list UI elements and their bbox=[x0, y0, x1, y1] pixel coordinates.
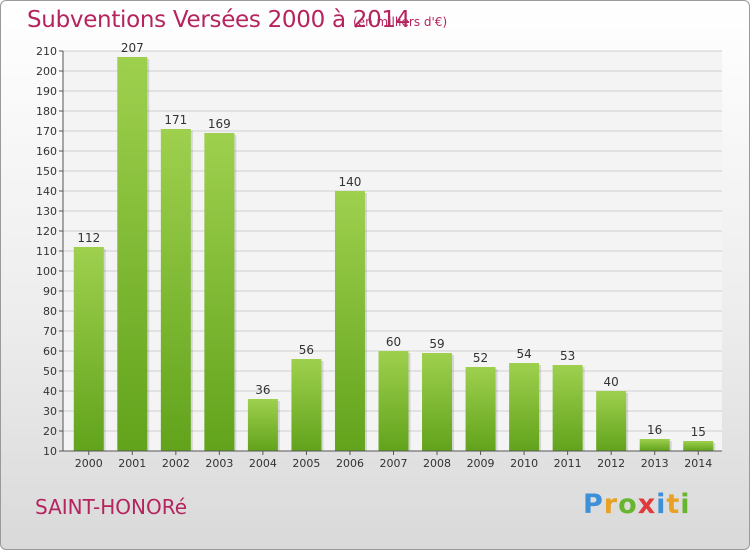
bar-value-label: 36 bbox=[255, 383, 270, 397]
bar-value-label: 171 bbox=[164, 113, 187, 127]
bar-value-label: 52 bbox=[473, 351, 488, 365]
y-tick-label: 160 bbox=[36, 145, 57, 158]
bar-2001 bbox=[117, 57, 148, 451]
y-tick-label: 60 bbox=[43, 345, 57, 358]
bar-2000 bbox=[73, 247, 104, 451]
x-tick-label: 2001 bbox=[118, 457, 146, 470]
y-tick-label: 110 bbox=[36, 245, 57, 258]
y-tick-label: 150 bbox=[36, 165, 57, 178]
bar-2011 bbox=[552, 365, 583, 451]
chart-subtitle: (en milliers d'€) bbox=[353, 15, 448, 29]
x-tick-label: 2005 bbox=[292, 457, 320, 470]
y-tick-label: 90 bbox=[43, 285, 57, 298]
x-tick-label: 2003 bbox=[205, 457, 233, 470]
x-tick-label: 2002 bbox=[162, 457, 190, 470]
y-tick-label: 20 bbox=[43, 425, 57, 438]
bar-2012 bbox=[596, 391, 627, 451]
y-tick-label: 140 bbox=[36, 185, 57, 198]
bar-value-label: 40 bbox=[604, 375, 619, 389]
bar-2006 bbox=[334, 191, 365, 451]
bar-value-label: 169 bbox=[208, 117, 231, 131]
bar-2003 bbox=[204, 133, 235, 451]
bar-2010 bbox=[509, 363, 540, 451]
y-tick-label: 200 bbox=[36, 65, 57, 78]
y-tick-label: 120 bbox=[36, 225, 57, 238]
bar-value-label: 140 bbox=[339, 175, 362, 189]
x-tick-label: 2004 bbox=[249, 457, 277, 470]
y-tick-label: 210 bbox=[36, 45, 57, 58]
y-tick-label: 50 bbox=[43, 365, 57, 378]
bar-2009 bbox=[465, 367, 496, 451]
y-tick-label: 130 bbox=[36, 205, 57, 218]
x-tick-label: 2008 bbox=[423, 457, 451, 470]
bar-value-label: 60 bbox=[386, 335, 401, 349]
x-tick-label: 2014 bbox=[684, 457, 712, 470]
commune-name: SAINT-HONORé bbox=[35, 495, 187, 519]
y-tick-label: 70 bbox=[43, 325, 57, 338]
bar-2013 bbox=[639, 439, 670, 451]
y-tick-label: 40 bbox=[43, 385, 57, 398]
bar-value-label: 15 bbox=[691, 425, 706, 439]
y-tick-label: 190 bbox=[36, 85, 57, 98]
x-tick-label: 2013 bbox=[641, 457, 669, 470]
bar-value-label: 53 bbox=[560, 349, 575, 363]
bar-value-label: 56 bbox=[299, 343, 314, 357]
x-tick-label: 2007 bbox=[380, 457, 408, 470]
x-tick-label: 2011 bbox=[554, 457, 582, 470]
y-tick-label: 80 bbox=[43, 305, 57, 318]
bar-value-label: 59 bbox=[429, 337, 444, 351]
x-tick-label: 2010 bbox=[510, 457, 538, 470]
bar-value-label: 54 bbox=[516, 347, 531, 361]
y-tick-label: 10 bbox=[43, 445, 57, 458]
bar-2004 bbox=[247, 399, 278, 451]
bar-2008 bbox=[422, 353, 453, 451]
x-tick-label: 2000 bbox=[75, 457, 103, 470]
bar-2014 bbox=[683, 441, 714, 451]
bar-value-label: 16 bbox=[647, 423, 662, 437]
bar-2005 bbox=[291, 359, 322, 451]
x-tick-label: 2012 bbox=[597, 457, 625, 470]
x-tick-label: 2006 bbox=[336, 457, 364, 470]
y-tick-label: 170 bbox=[36, 125, 57, 138]
bar-2002 bbox=[160, 129, 191, 451]
x-tick-label: 2009 bbox=[467, 457, 495, 470]
y-tick-label: 100 bbox=[36, 265, 57, 278]
bar-2007 bbox=[378, 351, 409, 451]
proxiti-logo: Proxiti bbox=[583, 489, 691, 520]
y-tick-label: 180 bbox=[36, 105, 57, 118]
y-tick-label: 30 bbox=[43, 405, 57, 418]
chart-title: Subventions Versées 2000 à 2014 bbox=[27, 7, 411, 33]
bar-value-label: 207 bbox=[121, 41, 144, 55]
bar-value-label: 112 bbox=[77, 231, 100, 245]
